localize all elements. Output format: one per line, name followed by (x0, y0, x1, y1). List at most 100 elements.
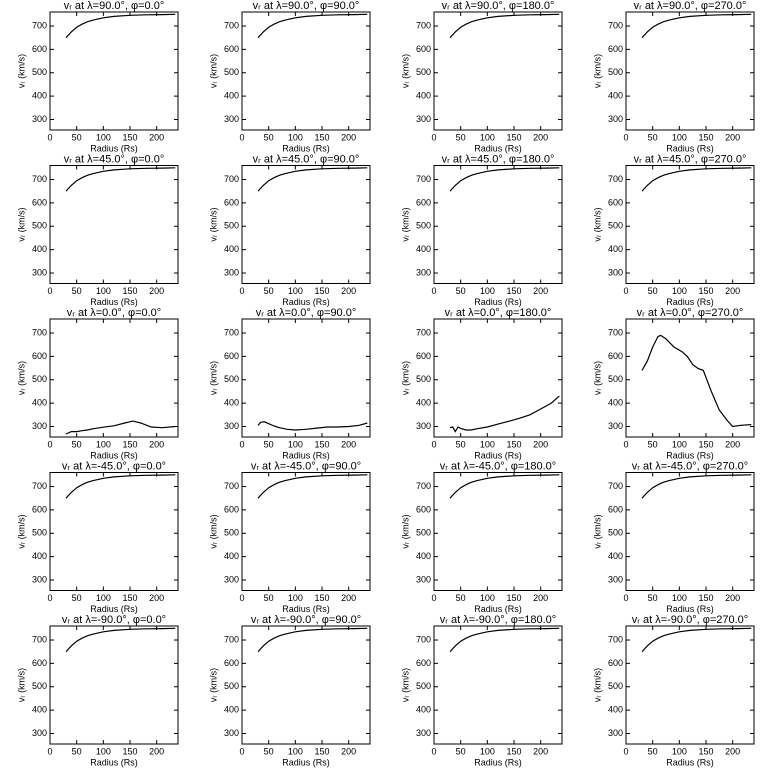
x-tick-label: 200 (533, 439, 548, 449)
x-tick-label: 150 (314, 286, 329, 296)
x-tick-label: 200 (149, 439, 164, 449)
x-axis-label: Radius (Rs) (474, 450, 522, 460)
x-tick-label: 150 (122, 286, 137, 296)
y-tick-label: 400 (224, 90, 239, 100)
x-tick-label: 200 (725, 593, 740, 603)
x-axis-label: Radius (Rs) (90, 297, 138, 307)
data-line (449, 167, 560, 192)
x-axis-label: Radius (Rs) (474, 297, 522, 307)
y-axis-label: vᵣ (km/s) (400, 514, 410, 548)
x-tick-label: 200 (341, 286, 356, 296)
x-axis-label: Radius (Rs) (282, 143, 330, 153)
x-axis-label: Radius (Rs) (282, 604, 330, 614)
y-tick-label: 500 (32, 681, 47, 691)
y-axis-label: vᵣ (km/s) (592, 54, 602, 88)
y-tick-label: 600 (416, 504, 431, 514)
y-tick-label: 300 (32, 114, 47, 124)
x-tick-label: 100 (96, 439, 111, 449)
x-tick-label: 200 (341, 132, 356, 142)
data-line (65, 167, 176, 192)
x-tick-label: 200 (149, 593, 164, 603)
y-tick-label: 600 (224, 351, 239, 361)
x-tick-label: 100 (96, 593, 111, 603)
y-tick-label: 300 (224, 421, 239, 431)
x-tick-label: 100 (96, 746, 111, 756)
y-tick-label: 300 (32, 728, 47, 738)
y-tick-label: 300 (224, 267, 239, 277)
y-tick-label: 700 (32, 20, 47, 30)
data-line (449, 395, 560, 433)
y-tick-label: 700 (416, 20, 431, 30)
plot-frame (49, 625, 179, 745)
x-tick-label: 200 (533, 593, 548, 603)
x-axis-label: Radius (Rs) (282, 297, 330, 307)
x-tick-label: 0 (431, 439, 436, 449)
x-tick-label: 0 (47, 593, 52, 603)
x-tick-label: 50 (72, 593, 82, 603)
x-tick-label: 150 (122, 593, 137, 603)
x-tick-label: 0 (239, 746, 244, 756)
data-line (641, 627, 752, 653)
data-line (257, 421, 368, 431)
y-axis-label: vᵣ (km/s) (16, 54, 26, 88)
y-tick-label: 300 (416, 421, 431, 431)
x-tick-label: 150 (698, 132, 713, 142)
data-line (65, 627, 176, 653)
chart-title: vᵣ at λ=45.0°, φ=0.0° (64, 153, 165, 165)
x-tick-label: 0 (47, 132, 52, 142)
x-tick-label: 100 (480, 746, 495, 756)
y-tick-label: 500 (416, 374, 431, 384)
chart-title: vᵣ at λ=45.0°, φ=90.0° (253, 153, 360, 165)
x-tick-label: 50 (264, 746, 274, 756)
y-tick-label: 500 (32, 221, 47, 231)
y-axis-label: vᵣ (km/s) (400, 668, 410, 702)
x-axis-label: Radius (Rs) (474, 143, 522, 153)
x-axis-label: Radius (Rs) (666, 757, 714, 767)
x-tick-label: 50 (72, 132, 82, 142)
x-tick-label: 50 (72, 439, 82, 449)
y-tick-label: 300 (608, 728, 623, 738)
x-tick-label: 0 (431, 746, 436, 756)
y-tick-label: 600 (224, 504, 239, 514)
x-tick-label: 100 (288, 746, 303, 756)
chart-title: vᵣ at λ=90.0°, φ=180.0° (442, 0, 555, 12)
x-tick-label: 50 (648, 286, 658, 296)
plot-frame (49, 472, 179, 591)
x-tick-label: 50 (648, 593, 658, 603)
y-tick-label: 700 (32, 481, 47, 491)
data-line (449, 13, 560, 39)
x-tick-label: 100 (672, 286, 687, 296)
x-tick-label: 100 (288, 132, 303, 142)
y-axis-label: vᵣ (km/s) (208, 361, 218, 395)
chart-title: vᵣ at λ=0.0°, φ=180.0° (445, 307, 552, 319)
chart-title: vᵣ at λ=45.0°, φ=180.0° (442, 153, 555, 165)
x-tick-label: 0 (431, 132, 436, 142)
x-tick-label: 200 (533, 746, 548, 756)
chart-title: vᵣ at λ=-90.0°, φ=0.0° (62, 614, 166, 626)
y-tick-label: 300 (608, 114, 623, 124)
plot-frame (625, 165, 755, 284)
x-tick-label: 50 (648, 132, 658, 142)
x-tick-label: 0 (623, 439, 628, 449)
y-tick-label: 600 (416, 44, 431, 54)
data-line (257, 474, 368, 499)
y-tick-label: 700 (608, 481, 623, 491)
y-axis-label: vᵣ (km/s) (592, 207, 602, 241)
y-axis-label: vᵣ (km/s) (592, 514, 602, 548)
x-tick-label: 150 (314, 593, 329, 603)
y-tick-label: 600 (224, 197, 239, 207)
y-tick-label: 500 (32, 528, 47, 538)
chart-title: vᵣ at λ=0.0°, φ=270.0° (637, 307, 744, 319)
y-tick-label: 400 (608, 397, 623, 407)
y-tick-label: 400 (416, 551, 431, 561)
y-tick-label: 300 (416, 114, 431, 124)
x-tick-label: 200 (149, 286, 164, 296)
data-line (641, 334, 752, 428)
x-tick-label: 0 (431, 286, 436, 296)
y-tick-label: 700 (416, 174, 431, 184)
x-tick-label: 50 (456, 746, 466, 756)
y-tick-label: 600 (608, 658, 623, 668)
plot-frame (49, 318, 179, 438)
plot-frame (433, 472, 563, 591)
x-tick-label: 100 (672, 593, 687, 603)
